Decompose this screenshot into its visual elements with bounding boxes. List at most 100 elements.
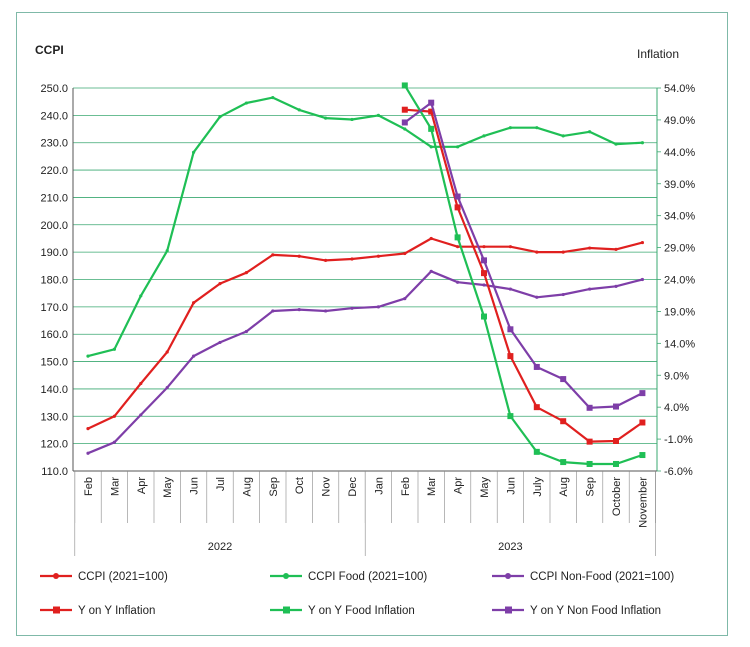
legend-marker (505, 573, 511, 579)
month-tick-label: October (611, 477, 623, 516)
series-line-3 (404, 108, 644, 443)
data-point (324, 258, 328, 262)
right-tick-label: 54.0% (664, 83, 695, 95)
data-point (454, 234, 461, 241)
data-point (454, 204, 461, 211)
data-point (428, 108, 435, 115)
data-point (86, 426, 90, 431)
data-point (192, 150, 196, 154)
data-point (139, 294, 143, 298)
data-point (350, 117, 354, 122)
data-point (560, 418, 567, 425)
data-point (218, 282, 222, 286)
data-point (165, 249, 169, 253)
data-point (271, 309, 275, 313)
data-point (561, 134, 565, 138)
axes (72, 87, 661, 556)
data-point (297, 254, 301, 258)
data-point (429, 236, 433, 241)
data-point (640, 141, 645, 145)
data-point (271, 253, 275, 257)
data-point (481, 313, 487, 320)
data-point (614, 284, 618, 288)
legend-label: Y on Y Food Inflation (308, 605, 415, 617)
left-tick-label: 240.0 (40, 110, 68, 122)
legend-item: Y on Y Non Food Inflation (492, 605, 661, 617)
data-point (640, 277, 645, 282)
left-tick-label: 130.0 (40, 411, 68, 423)
data-point (533, 363, 540, 370)
legend-label: CCPI (2021=100) (78, 571, 168, 583)
left-tick-label: 230.0 (40, 138, 68, 150)
left-axis-title: CCPI (35, 43, 64, 57)
data-point (614, 142, 618, 146)
series-line-2 (87, 270, 643, 455)
gridlines (73, 87, 657, 472)
data-point (481, 257, 487, 264)
series-line-5 (404, 101, 643, 409)
data-point (86, 451, 90, 455)
data-point (139, 413, 143, 417)
data-point (639, 390, 646, 397)
data-point (139, 381, 143, 386)
data-point (244, 271, 248, 275)
data-point (456, 245, 460, 249)
right-tick-label: 14.0% (664, 338, 695, 350)
legend-marker (53, 606, 60, 614)
data-point (192, 354, 196, 358)
series-line-4 (403, 84, 643, 466)
data-point (218, 115, 222, 119)
data-point (482, 283, 486, 287)
data-point (613, 460, 619, 467)
right-tick-label: -6.0% (664, 466, 693, 478)
right-tick-label: 29.0% (664, 243, 695, 255)
data-point (324, 309, 328, 313)
data-point (482, 134, 486, 138)
data-point (165, 385, 169, 390)
data-point (403, 127, 407, 131)
month-tick-label: Sep (268, 477, 280, 497)
right-tick-label: 4.0% (664, 402, 689, 414)
data-point (112, 414, 116, 418)
data-point (401, 119, 408, 126)
data-point (376, 305, 380, 309)
data-point (508, 245, 512, 249)
series-lines (86, 82, 646, 467)
left-axis-ticks: 250.0 240.0 230.0 220.0 210.0 200.0 190.0 180.0… (40, 83, 68, 478)
month-tick-label: Apr (136, 477, 148, 494)
month-tick-label: Mar (109, 477, 121, 496)
data-point (403, 297, 407, 301)
data-point (508, 287, 512, 291)
month-tick-label: Apr (453, 477, 465, 494)
data-point (350, 257, 354, 261)
month-tick-label: May (162, 477, 174, 498)
data-point (482, 245, 486, 249)
data-point (535, 250, 539, 254)
data-point (535, 126, 539, 130)
series-line-1 (87, 96, 643, 358)
data-point (639, 419, 646, 426)
data-point (297, 108, 301, 112)
left-tick-label: 160.0 (40, 329, 68, 341)
month-tick-label: Sep (585, 477, 597, 497)
month-tick-label: Nov (321, 477, 333, 497)
data-point (86, 354, 90, 358)
data-point (429, 145, 433, 149)
legend: CCPI (2021=100) CCPI Food (2021=100) CCPI … (40, 571, 674, 617)
data-point (507, 326, 514, 333)
data-point (586, 438, 593, 445)
data-point (376, 113, 380, 117)
data-point (535, 295, 539, 299)
month-tick-label: Jul (215, 477, 227, 491)
month-tick-label: Jun (189, 477, 201, 495)
legend-marker (283, 606, 290, 614)
data-point (481, 270, 487, 277)
data-point (297, 307, 301, 312)
legend-label: CCPI Food (2021=100) (308, 571, 427, 583)
data-point (456, 145, 460, 149)
year-label: 2023 (498, 541, 522, 553)
data-point (428, 125, 435, 132)
data-point (429, 269, 433, 273)
data-point (639, 452, 646, 459)
data-point (456, 280, 460, 284)
